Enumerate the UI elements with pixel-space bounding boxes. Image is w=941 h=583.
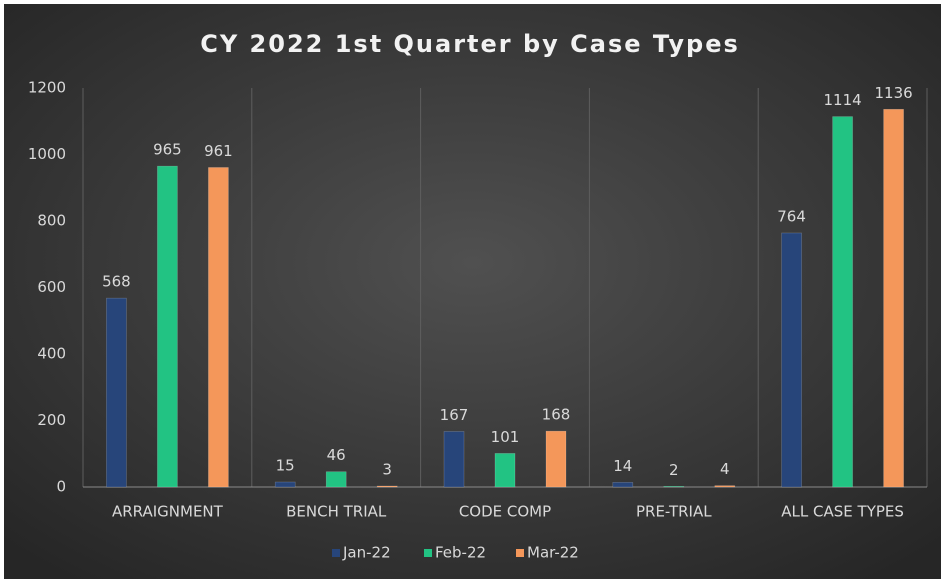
legend-label: Jan-22 (342, 544, 391, 562)
bar (443, 431, 465, 488)
bar (325, 471, 347, 488)
bar (494, 453, 516, 488)
legend-label: Feb-22 (435, 544, 486, 562)
legend-swatch (516, 549, 524, 557)
bar (208, 167, 229, 488)
x-tick-label: PRE-TRIAL (636, 503, 712, 521)
x-tick-label: ALL CASE TYPES (781, 503, 904, 521)
x-tick-label: ARRAIGNMENT (112, 503, 224, 521)
bar (274, 481, 296, 488)
data-label: 965 (153, 141, 182, 159)
y-tick-label: 800 (37, 212, 66, 230)
y-tick-label: 1200 (28, 79, 66, 97)
bar (832, 116, 853, 488)
x-tick-label: CODE COMP (459, 503, 551, 521)
bar (106, 297, 127, 488)
bar (545, 430, 567, 488)
data-label: 14 (613, 457, 632, 475)
data-label: 961 (204, 142, 233, 160)
bar (376, 485, 398, 488)
data-label: 101 (491, 428, 520, 446)
data-label: 46 (327, 446, 346, 464)
bar (883, 108, 904, 488)
data-label: 764 (777, 207, 806, 225)
bar (612, 482, 634, 488)
data-label: 15 (276, 457, 295, 475)
data-label: 167 (440, 406, 469, 424)
bar (714, 485, 736, 488)
y-tick-label: 600 (37, 278, 66, 296)
chart-title: CY 2022 1st Quarter by Case Types (200, 30, 740, 58)
data-label: 4 (720, 460, 730, 478)
x-tick-label: BENCH TRIAL (286, 503, 387, 521)
y-tick-label: 200 (37, 411, 66, 429)
bar (781, 232, 802, 488)
data-label: 1114 (824, 91, 862, 109)
data-label: 2 (669, 461, 679, 479)
data-label: 568 (102, 273, 131, 291)
legend-swatch (332, 549, 340, 557)
bar (663, 486, 685, 488)
y-tick-label: 1000 (28, 145, 66, 163)
data-label: 1136 (875, 84, 913, 102)
y-tick-label: 0 (56, 478, 66, 496)
data-label: 168 (542, 406, 571, 424)
legend-label: Mar-22 (527, 544, 579, 562)
legend-swatch (424, 549, 432, 557)
bar (157, 165, 178, 488)
data-label: 3 (382, 461, 392, 479)
y-tick-label: 400 (37, 345, 66, 363)
